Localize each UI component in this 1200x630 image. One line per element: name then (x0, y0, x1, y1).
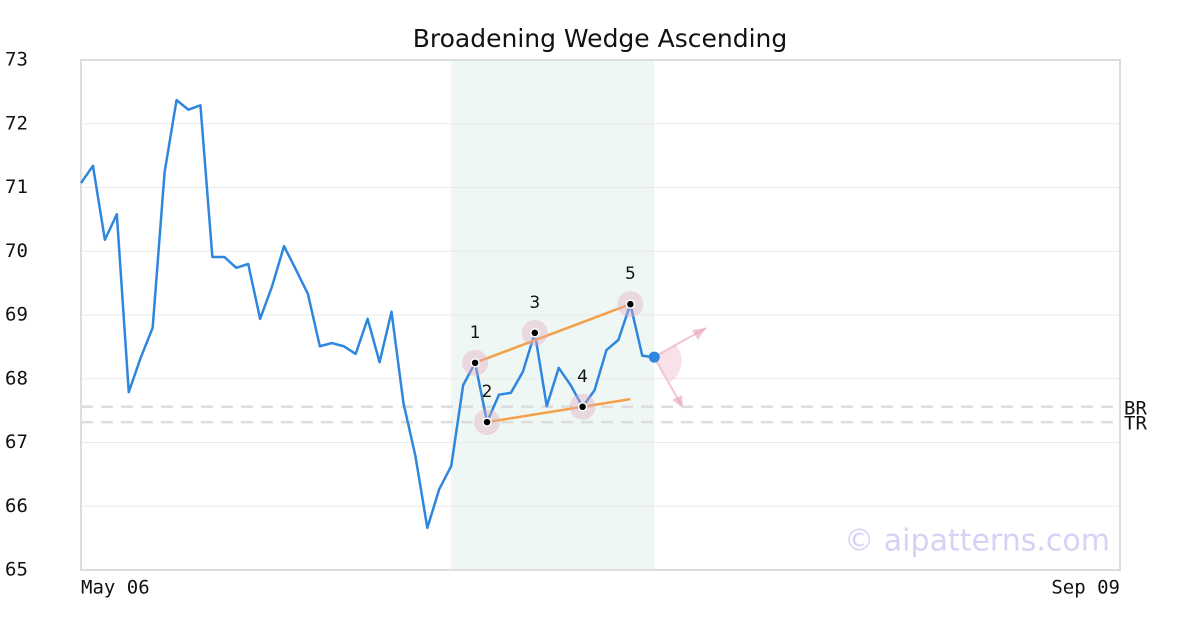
y-tick-label: 68 (5, 367, 28, 389)
y-tick-label: 65 (5, 559, 28, 581)
prediction-arrows (653, 327, 707, 409)
level-label: BR (1124, 397, 1147, 419)
chart-title: Broadening Wedge Ascending (413, 24, 788, 53)
x-tick-label: May 06 (81, 577, 150, 599)
last-point (648, 351, 660, 363)
pivot-point (482, 417, 492, 427)
level-label: TR (1124, 413, 1147, 435)
trendline (486, 397, 631, 424)
watermark: © aipatterns.com (844, 524, 1110, 559)
price-line (79, 98, 655, 530)
arrow-head (672, 395, 683, 408)
pivot-label: 4 (577, 367, 588, 387)
pivot-point (625, 299, 636, 309)
pivot-label: 1 (470, 323, 481, 343)
y-tick-label: 69 (5, 304, 28, 326)
x-tick-label: Sep 09 (1051, 577, 1120, 599)
y-tick-label: 70 (5, 240, 28, 262)
pivot-label: 3 (529, 293, 540, 313)
y-tick-label: 67 (5, 431, 28, 453)
y-tick-label: 66 (5, 495, 28, 517)
plot-frame (80, 59, 1121, 571)
trendline (474, 302, 631, 364)
pivot-point (530, 328, 540, 338)
y-tick-label: 73 (5, 49, 28, 71)
y-tick-label: 72 (5, 112, 28, 134)
pivot-point (577, 402, 588, 412)
y-tick-label: 71 (5, 176, 28, 198)
pivot-point (470, 358, 480, 368)
arrow-head (692, 328, 706, 340)
pivot-label: 5 (625, 264, 636, 284)
pivot-label: 2 (482, 382, 493, 402)
